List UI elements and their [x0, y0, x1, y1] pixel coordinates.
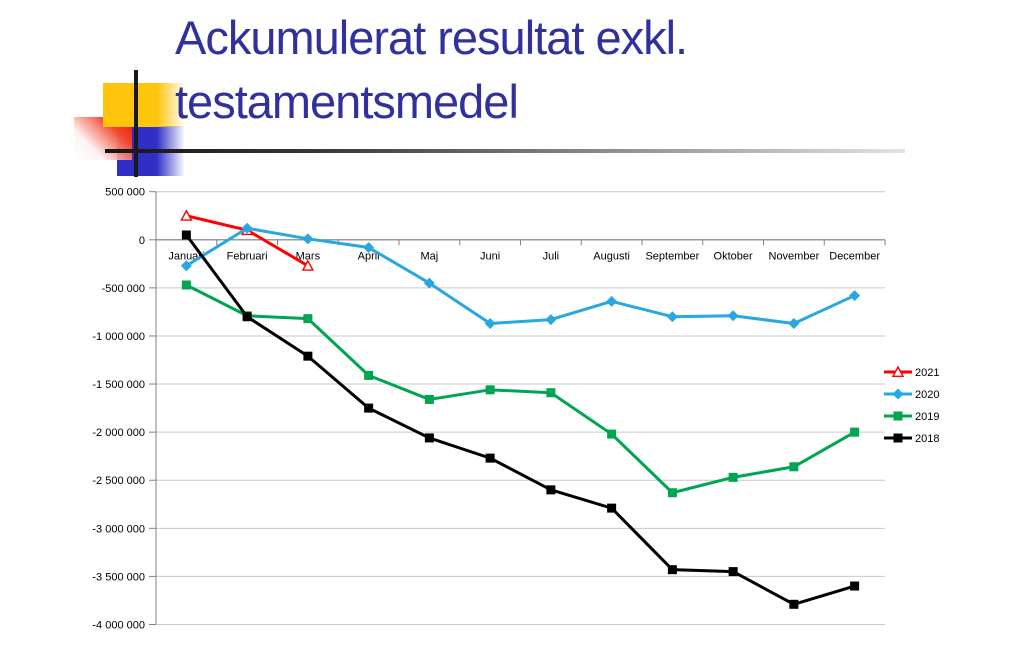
y-axis-tick-label: -4 000 000: [92, 620, 145, 632]
series-2020-marker: [727, 310, 739, 322]
x-axis-month-label: Augusti: [593, 250, 630, 262]
series-2019-marker: [789, 462, 799, 472]
series-2018-marker: [893, 433, 903, 443]
series-2018-marker: [667, 565, 677, 575]
series-2020-marker: [606, 295, 618, 307]
series-2019-marker: [364, 370, 374, 380]
series-2020-marker: [423, 277, 435, 289]
series-2018-marker: [728, 567, 738, 577]
series-2019-marker: [893, 411, 903, 421]
x-axis-month-label: November: [769, 250, 820, 262]
series-2020-marker: [302, 233, 314, 245]
legend-label-2021: 2021: [915, 367, 939, 379]
x-axis-month-label: Mars: [296, 250, 321, 262]
series-2020-marker: [892, 388, 904, 400]
decoration-horizontal-rule: [105, 149, 905, 153]
series-2018-marker: [485, 453, 495, 463]
y-axis-tick-label: -2 500 000: [92, 475, 145, 487]
series-2018-marker: [303, 351, 313, 361]
series-2020-line: [184, 226, 857, 325]
series-2020-marker: [788, 317, 800, 329]
series-2018-marker: [850, 581, 860, 591]
series-2019-marker: [667, 488, 677, 498]
slide-title-line1: Ackumulerat resultat exkl.: [175, 11, 688, 64]
series-2021-marker: [180, 209, 193, 221]
y-axis-tick-label: -3 000 000: [92, 523, 145, 535]
series-2020-marker: [180, 260, 192, 272]
y-axis-tick-label: 500 000: [105, 187, 145, 199]
x-axis-month-label: Juli: [543, 250, 560, 262]
series-2019-marker: [303, 314, 313, 324]
y-axis-tick-label: -1 500 000: [92, 379, 145, 391]
series-2020-marker: [363, 241, 375, 253]
legend-label-2019: 2019: [915, 411, 939, 423]
series-2020-marker: [666, 311, 678, 323]
series-2018-marker: [181, 230, 191, 240]
x-axis-month-label: December: [829, 250, 880, 262]
x-axis-month-label: Maj: [421, 250, 439, 262]
series-2020-marker: [849, 290, 861, 302]
series-2020-marker: [545, 314, 557, 326]
series-2018-marker: [607, 503, 617, 513]
x-axis-month-label: April: [358, 250, 380, 262]
series-2019-marker: [181, 280, 191, 290]
series-2019-marker: [607, 429, 617, 439]
series-2018-marker: [242, 312, 252, 322]
y-axis-tick-label: -500 000: [102, 283, 145, 295]
series-2019-marker: [424, 394, 434, 404]
series-2020-marker: [484, 317, 496, 329]
legend-label-2020: 2020: [915, 389, 939, 401]
series-2019-marker: [850, 427, 860, 437]
y-axis-tick-label: -1 000 000: [92, 331, 145, 343]
decoration-yellow-rect: [103, 83, 185, 127]
legend-label-2018: 2018: [915, 433, 939, 445]
slide-title: Ackumulerat resultat exkl. testamentsmed…: [175, 6, 835, 134]
x-axis-month-label: Februari: [227, 250, 268, 262]
series-2021-marker: [891, 365, 905, 377]
series-2019-marker: [546, 388, 556, 398]
series-2018-marker: [364, 403, 374, 413]
decoration-vertical-line: [134, 70, 138, 177]
y-axis-tick-label: 0: [139, 235, 145, 247]
y-axis-tick-label: -3 500 000: [92, 571, 145, 583]
x-axis-month-label: September: [645, 250, 699, 262]
x-axis-month-label: Oktober: [714, 250, 753, 262]
slide-title-line2: testamentsmedel: [175, 75, 519, 128]
series-2018-marker: [789, 599, 799, 609]
series-2019-line: [184, 283, 857, 495]
series-2018-marker: [424, 433, 434, 443]
y-axis-tick-label: -2 000 000: [92, 427, 145, 439]
x-axis-month-label: Juni: [480, 250, 500, 262]
series-2021-marker: [301, 259, 315, 271]
series-2019-marker: [728, 472, 738, 482]
series-2020-marker: [241, 222, 253, 234]
series-2019-marker: [485, 385, 495, 395]
series-2018-line: [184, 233, 857, 606]
series-2018-marker: [546, 485, 556, 495]
